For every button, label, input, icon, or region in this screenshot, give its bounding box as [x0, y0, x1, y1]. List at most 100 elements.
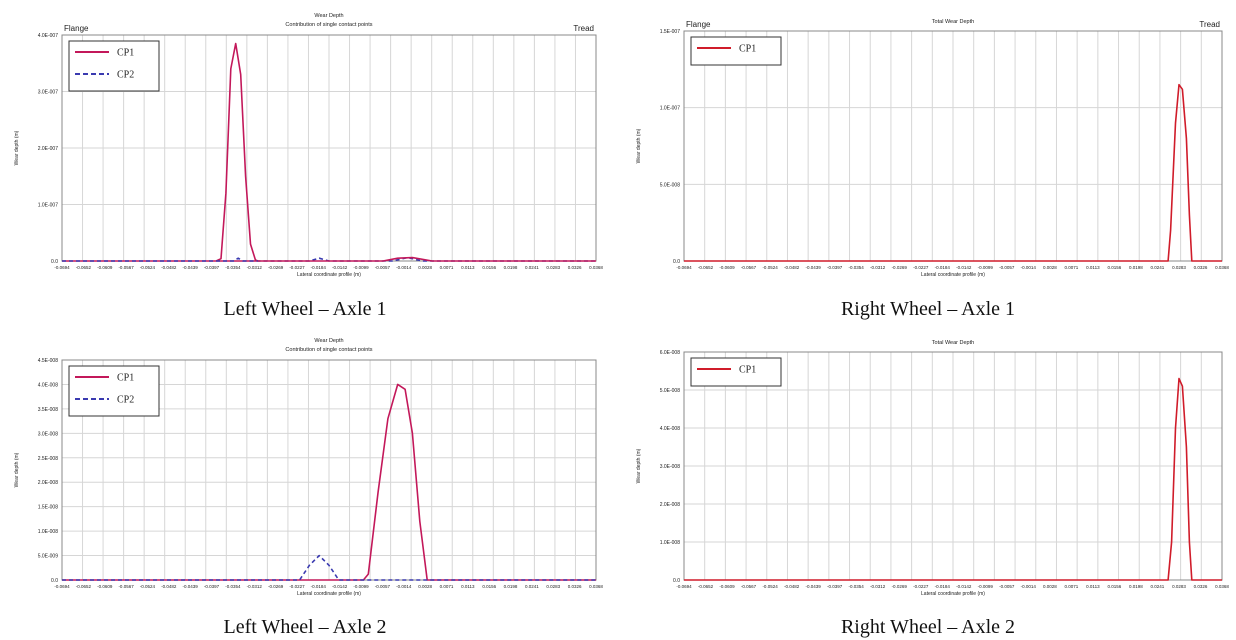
caption-right-axle-1: Right Wheel – Axle 1 — [840, 298, 1016, 320]
caption-left-axle-2: Left Wheel – Axle 2 — [223, 616, 387, 638]
series-line-cp1 — [684, 377, 1222, 581]
x-tick-label: 0.0156 — [1108, 584, 1122, 589]
chart-title: Wear Depth — [314, 338, 343, 344]
x-tick-label: -0.0397 — [827, 265, 843, 270]
y-tick-label: 4.0E-007 — [38, 33, 59, 39]
x-tick-label: -0.0609 — [719, 265, 735, 270]
y-tick-label: 3.0E-007 — [38, 90, 59, 96]
x-tick-label: -0.0057 — [999, 584, 1015, 589]
y-axis-label: Wear depth (m) — [14, 130, 20, 165]
chart-right-wheel-axle-2: 0.0 1.0E-008 2.0E-008 3.0E-008 4.0E-008 5.0E-… — [620, 328, 1236, 616]
x-tick-label: -0.0312 — [247, 265, 263, 270]
x-tick-label: 0.0113 — [1086, 265, 1100, 270]
y-tick-label: 2.0E-008 — [38, 480, 59, 486]
y-tick-label: 1.0E-008 — [660, 540, 681, 546]
x-tick-label: 0.0028 — [1043, 265, 1057, 270]
x-tick-label: -0.0184 — [311, 584, 327, 589]
x-tick-label: 0.0028 — [418, 584, 432, 589]
chart-title: Total Wear Depth — [932, 340, 974, 346]
y-tick-label: 3.0E-008 — [660, 464, 681, 470]
x-tick-label: -0.0312 — [870, 265, 886, 270]
x-tick-label: -0.0354 — [849, 584, 865, 589]
x-tick-label: -0.0694 — [54, 265, 70, 270]
x-tick-label: 0.0156 — [1108, 265, 1122, 270]
legend-label-cp1: CP1 — [739, 365, 756, 376]
x-tick-label: -0.0567 — [741, 265, 757, 270]
x-tick-label: -0.0142 — [956, 584, 972, 589]
chart-title: Wear Depth — [314, 13, 343, 19]
legend-label-cp1: CP1 — [739, 44, 756, 55]
legend-box — [690, 357, 782, 387]
x-tick-label: 0.0283 — [546, 265, 560, 270]
x-tick-label: 0.0071 — [440, 265, 454, 270]
x-tick-label: 0.0368 — [589, 265, 603, 270]
x-tick-label: -0.0099 — [353, 265, 369, 270]
x-tick-label: 0.0241 — [525, 584, 539, 589]
x-tick-label: -0.0652 — [698, 265, 714, 270]
x-tick-label: 0.0071 — [1064, 265, 1078, 270]
x-tick-label: 0.0368 — [1215, 584, 1229, 589]
legend-box — [68, 365, 160, 417]
x-axis-label: Lateral coordinate profile (m) — [297, 272, 361, 278]
chart-svg: 0.0 5.0E-009 1.0E-008 1.5E-008 2.0E-008 2.5E-… — [14, 338, 603, 597]
x-tick-label: -0.0652 — [76, 265, 92, 270]
x-tick-label: 0.0368 — [1215, 265, 1229, 270]
chart-subtitle: Contribution of single contact points — [285, 347, 372, 353]
chart-left-wheel-axle-2: 0.0 5.0E-009 1.0E-008 1.5E-008 2.0E-008 2.5E-… — [0, 328, 610, 616]
x-tick-label: -0.0142 — [956, 265, 972, 270]
x-tick-label: -0.0397 — [204, 584, 220, 589]
x-tick-label: 0.0071 — [1064, 584, 1078, 589]
x-axis-label: Lateral coordinate profile (m) — [297, 591, 361, 597]
y-tick-label: 0.0 — [51, 259, 58, 265]
caption-right-axle-2: Right Wheel – Axle 2 — [840, 616, 1016, 638]
x-tick-label: -0.0397 — [204, 265, 220, 270]
y-tick-label: 4.0E-008 — [660, 426, 681, 432]
legend-box — [68, 40, 160, 92]
x-tick-label: 0.0326 — [568, 584, 582, 589]
x-tick-label: 0.0028 — [1043, 584, 1057, 589]
x-tick-label: 0.0241 — [1151, 584, 1165, 589]
x-tick-label: -0.0524 — [140, 265, 156, 270]
series-line-cp2 — [62, 554, 596, 581]
x-axis-label: Lateral coordinate profile (m) — [921, 591, 985, 597]
x-tick-label: -0.0184 — [311, 265, 327, 270]
x-tick-label: -0.0524 — [140, 584, 156, 589]
y-tick-label: 5.0E-008 — [660, 182, 681, 188]
x-tick-label: -0.0057 — [999, 265, 1015, 270]
x-tick-label: -0.0482 — [161, 584, 177, 589]
x-tick-label: -0.0482 — [784, 265, 800, 270]
y-axis-label: Wear depth (m) — [636, 448, 642, 483]
y-tick-label: 6.0E-008 — [660, 350, 681, 356]
x-tick-label: -0.0142 — [332, 584, 348, 589]
chart-right-wheel-axle-1: 0.0 5.0E-008 1.0E-007 1.5E-007 -0.0694 -0.065… — [620, 0, 1236, 298]
x-tick-label: -0.0014 — [1021, 265, 1037, 270]
x-tick-label: -0.0609 — [97, 265, 113, 270]
x-tick-label: 0.0156 — [482, 265, 496, 270]
x-tick-label: -0.0354 — [849, 265, 865, 270]
x-tick-label: -0.0354 — [225, 584, 241, 589]
x-tick-label: 0.0198 — [1129, 584, 1143, 589]
y-tick-label: 1.5E-007 — [660, 29, 681, 35]
x-tick-label: -0.0652 — [698, 584, 714, 589]
x-tick-label: -0.0482 — [784, 584, 800, 589]
x-tick-label: -0.0439 — [805, 265, 821, 270]
x-tick-label: -0.0269 — [892, 265, 908, 270]
x-tick-label: -0.0609 — [97, 584, 113, 589]
x-tick-label: -0.0439 — [183, 265, 199, 270]
y-tick-label: 3.5E-008 — [38, 407, 59, 413]
x-tick-label: -0.0312 — [247, 584, 263, 589]
chart-subtitle: Contribution of single contact points — [285, 22, 372, 28]
x-tick-label: -0.0269 — [268, 265, 284, 270]
legend-label-cp2: CP2 — [117, 70, 134, 81]
y-tick-label: 0.0 — [673, 259, 680, 265]
y-tick-label: 2.0E-008 — [660, 502, 681, 508]
x-tick-label: -0.0397 — [827, 584, 843, 589]
x-tick-label: 0.0113 — [461, 265, 475, 270]
x-tick-label: -0.0227 — [289, 584, 305, 589]
x-tick-label: -0.0567 — [118, 584, 134, 589]
y-tick-label: 4.5E-008 — [38, 358, 59, 364]
x-tick-label: 0.0113 — [461, 584, 475, 589]
x-tick-label: -0.0184 — [935, 584, 951, 589]
y-tick-label: 2.5E-008 — [38, 456, 59, 462]
series-line-cp1 — [62, 42, 259, 262]
